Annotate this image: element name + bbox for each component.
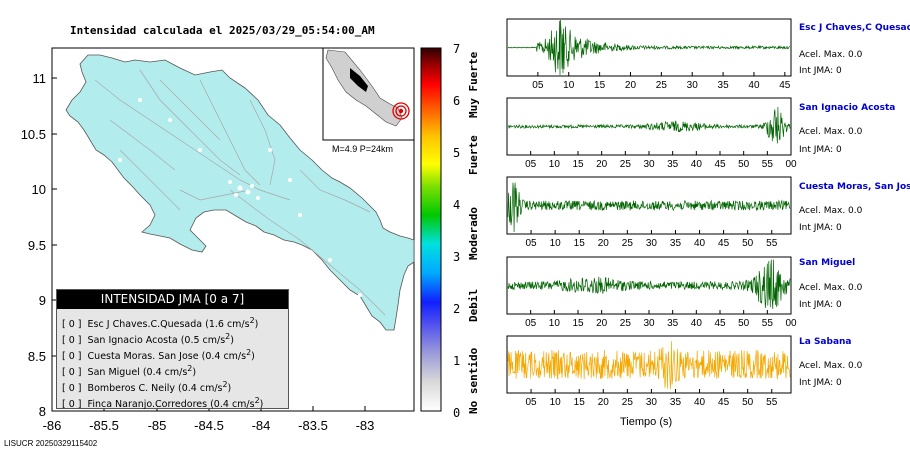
y-tick: 8: [39, 404, 46, 419]
x-tick: -83.5: [298, 418, 328, 433]
station-jma: Int JMA: 0: [799, 378, 842, 388]
legend-row: [ 0 ] Esc J Chaves.C.Quesada (1.6 cm/s2): [62, 316, 259, 331]
colorbar-category: Muy Fuerte: [467, 51, 480, 118]
y-tick: 10: [32, 182, 46, 197]
station-name: San Ignacio Acosta: [799, 103, 896, 113]
x-tick: -85: [148, 418, 167, 433]
legend-row: [ 0 ] Cuesta Moras. San Jose (0.4 cm/s2): [62, 348, 255, 363]
road-network: [94, 69, 386, 316]
station-acel: Acel. Max. 0.0: [799, 206, 863, 216]
x-tick: -86: [43, 418, 62, 433]
colorbar-category: Fuerte: [467, 135, 480, 175]
colorbar-tick: 5: [453, 146, 460, 160]
town-markers: [118, 98, 362, 297]
colorbar-categories: Muy Fuerte Fuerte Moderado Debil No sent…: [467, 51, 480, 414]
intensity-legend: INTENSIDAD JMA [0 a 7] [ 0 ] Esc J Chave…: [56, 289, 289, 411]
inset-magnitude-label: M=4.9 P=24km: [332, 144, 394, 154]
colorbar-tick: 3: [453, 250, 460, 264]
page-title: Intensidad calculada el 2025/03/29_05:54…: [70, 24, 375, 37]
x-tick: -83: [356, 418, 375, 433]
colorbar-tick: 1: [453, 354, 460, 368]
x-tick: -85.5: [89, 418, 119, 433]
colorbar-category: No sentido: [467, 347, 480, 414]
map-axis-ticks: [51, 77, 366, 412]
station-jma: Int JMA: 0: [799, 300, 842, 310]
footer-id: LISUCR 20250329115402: [4, 439, 98, 448]
legend-title: INTENSIDAD JMA [0 a 7]: [57, 290, 288, 309]
colorbar-tick: 6: [453, 94, 460, 108]
colorbar: [420, 47, 442, 412]
y-tick: 9: [39, 293, 46, 308]
x-tick: -84.5: [194, 418, 224, 433]
legend-row: [ 0 ] San Miguel (0.4 cm/s2): [62, 364, 197, 379]
legend-row: [ 0 ] Bomberos C. Neily (0.4 cm/s2): [62, 380, 232, 395]
station-acel: Acel. Max. 0.0: [799, 50, 863, 60]
colorbar-ticks: 7 6 5 4 3 2 1 0: [453, 42, 460, 420]
epicenter-icon: [392, 102, 410, 120]
costa-rica-land: [65, 54, 415, 331]
colorbar-tick: 4: [453, 198, 460, 212]
y-tick: 11: [33, 71, 47, 86]
legend-row: [ 0 ] Finca Naranjo.Corredores (0.4 cm/s…: [62, 396, 264, 411]
colorbar-tick: 7: [453, 42, 460, 56]
x-axis-label: Tiempo (s): [620, 416, 673, 428]
colorbar-tick: 2: [453, 302, 460, 316]
colorbar-category: Debil: [467, 289, 480, 322]
station-name: San Miguel: [799, 258, 856, 268]
map-y-ticks: 11 10.5 10 9.5 9 8.5 8: [21, 71, 46, 419]
y-tick: 9.5: [28, 238, 46, 253]
inset-country: [350, 68, 368, 92]
station-name: La Sabana: [799, 337, 852, 347]
x-tick: -84: [252, 418, 271, 433]
station-name: Cuesta Moras, San Jose: [799, 182, 910, 192]
legend-row: [ 0 ] San Ignacio Acosta (0.5 cm/s2): [62, 332, 234, 347]
station-jma: Int JMA: 0: [799, 66, 842, 76]
station-acel: Acel. Max. 0.0: [799, 127, 863, 137]
station-acel: Acel. Max. 0.0: [799, 283, 863, 293]
y-tick: 8.5: [28, 349, 46, 364]
y-tick: 10.5: [21, 127, 46, 142]
colorbar-category: Moderado: [467, 207, 480, 260]
station-jma: Int JMA: 0: [799, 223, 842, 233]
station-acel: Acel. Max. 0.0: [799, 361, 863, 371]
colorbar-tick: 0: [453, 406, 460, 420]
station-name: Esc J Chaves,C Quesada: [799, 23, 910, 33]
map-x-ticks: -86 -85.5 -85 -84.5 -84 -83.5 -83: [43, 418, 375, 433]
station-jma: Int JMA: 0: [799, 145, 842, 155]
